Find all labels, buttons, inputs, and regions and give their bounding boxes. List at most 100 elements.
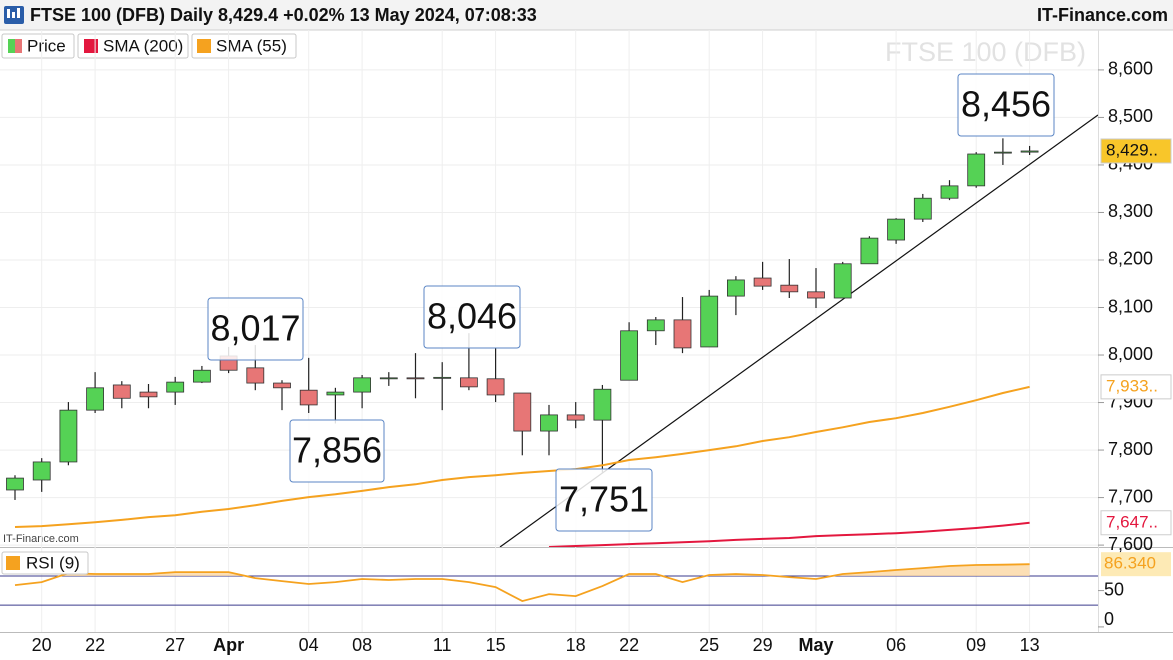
value-badge-label: 86.340 (1104, 554, 1156, 573)
candle-body (940, 185, 959, 199)
y-tick-label: 8,100 (1108, 296, 1153, 316)
candle-body (967, 153, 986, 187)
x-tick-label: 13 (1020, 635, 1040, 655)
x-tick-label: 06 (886, 635, 906, 655)
value-badge-label: 8,429.. (1106, 140, 1158, 159)
annotation-box (555, 468, 653, 532)
candle-body (166, 381, 185, 393)
y-tick-label: 7,700 (1108, 486, 1153, 506)
annotation-label: 8,017 (210, 308, 300, 349)
watermark: FTSE 100 (DFB) (885, 37, 1086, 67)
y-tick-label: 8,000 (1108, 344, 1153, 364)
legend-swatch (8, 39, 15, 53)
candle-body (246, 367, 265, 384)
candle-body (192, 369, 211, 383)
value-badge (1101, 552, 1171, 577)
candle-body (459, 377, 478, 388)
candle-body (379, 377, 398, 380)
candle-body (486, 378, 505, 396)
candle-body (1020, 150, 1039, 153)
value-badge-label: 7,647.. (1106, 512, 1158, 531)
x-tick-label: 09 (966, 635, 986, 655)
legend-box (191, 33, 297, 59)
legend-swatch (84, 39, 98, 53)
x-tick-label: 04 (299, 635, 319, 655)
y-tick-label: 0 (1104, 609, 1114, 629)
legend-label: SMA (200) (103, 36, 183, 55)
candle-body (994, 151, 1012, 154)
rsi-line (14, 563, 1030, 603)
value-badge (1100, 510, 1172, 536)
candle-body (646, 319, 665, 332)
header-bar (0, 0, 1173, 30)
candle-body (273, 382, 291, 389)
legend-swatch (6, 556, 20, 570)
candle-body (86, 387, 104, 411)
y-tick-label: 7,600 (1108, 534, 1153, 554)
candle-body (112, 384, 131, 399)
candle-body (780, 284, 799, 293)
candle-body (673, 319, 692, 349)
candle-body (326, 391, 345, 396)
candle-body (139, 391, 158, 398)
x-tick-label: 11 (433, 635, 452, 655)
y-tick-label: 8,600 (1108, 59, 1153, 79)
annotation-label: 8,456 (961, 84, 1051, 125)
candle-body (727, 279, 745, 297)
legend: Price SMA (200) SMA (55) (1, 33, 297, 59)
source: IT-Finance.com (3, 533, 79, 545)
x-tick-label: 22 (85, 635, 105, 655)
candle-body (833, 263, 852, 299)
candle-body (540, 414, 558, 432)
x-tick-label: 25 (699, 635, 719, 655)
annotation-box (423, 285, 521, 349)
legend-label: Price (27, 36, 66, 55)
candle-body (913, 197, 932, 220)
annotation-label: 8,046 (427, 296, 517, 337)
price-plot (6, 114, 1098, 547)
rsi-plot (0, 563, 1098, 606)
candle-body (299, 389, 318, 406)
candle-body (753, 277, 772, 287)
value-badge (1100, 374, 1172, 400)
y-tick-label: 8,200 (1108, 249, 1153, 269)
rsi-overbought-fill (15, 564, 1030, 577)
brand: IT-Finance.com (1037, 5, 1168, 25)
candle-body (433, 376, 452, 379)
candle-body (353, 377, 372, 393)
x-tick-label: May (798, 635, 833, 655)
y-tick-label: 7,800 (1108, 439, 1153, 459)
annotation-label: 7,751 (559, 479, 649, 520)
candle-body (887, 218, 905, 241)
candle-body (593, 388, 612, 421)
sma-line (548, 521, 1030, 547)
candle-body (6, 477, 24, 491)
annotation-box (957, 73, 1055, 137)
candle-body (700, 295, 719, 348)
y-tick-label: 8,500 (1108, 106, 1153, 126)
legend-label: RSI (9) (26, 553, 80, 572)
legend-swatch (197, 39, 211, 53)
legend-swatch (15, 39, 22, 53)
rsi-legend-box (1, 551, 89, 575)
x-tick-label: 20 (32, 635, 52, 655)
y-tick-label: 8,300 (1108, 201, 1153, 221)
candle-body (406, 377, 425, 380)
candle-body (513, 392, 532, 432)
candle-body (566, 414, 585, 421)
sma-line (14, 385, 1030, 528)
value-badge-label: 7,933.. (1106, 376, 1158, 395)
grid (0, 30, 1098, 632)
candle-body (59, 409, 78, 463)
x-tick-label: 08 (352, 635, 372, 655)
candle-body (860, 237, 879, 265)
value-badge (1100, 138, 1172, 164)
x-tick-label: 27 (165, 635, 185, 655)
x-tick-label: 18 (566, 635, 586, 655)
legend-box (77, 33, 189, 59)
annotation-box (289, 419, 385, 483)
candle-body (620, 330, 638, 381)
x-tick-label: 22 (619, 635, 639, 655)
